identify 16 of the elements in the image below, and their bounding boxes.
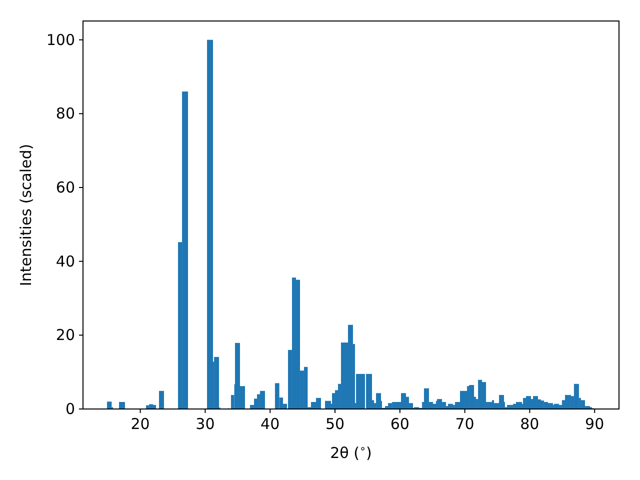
x-tick-label: 30 xyxy=(196,415,215,433)
x-tick-label: 80 xyxy=(520,415,540,433)
x-tick-label: 20 xyxy=(130,415,150,433)
x-tick-label: 50 xyxy=(325,415,345,433)
y-tick-label: 100 xyxy=(46,30,75,49)
y-tick-label: 40 xyxy=(56,252,75,270)
y-tick-label: 60 xyxy=(56,178,75,196)
y-tick-label: 20 xyxy=(56,326,75,344)
y-tick-label: 0 xyxy=(65,400,75,418)
y-axis-title: Intensities (scaled) xyxy=(17,144,35,286)
y-tick-label: 80 xyxy=(56,104,75,123)
x-tick-label: 40 xyxy=(260,415,280,433)
x-axis-title: 2θ ($^{∘}$) xyxy=(330,443,372,462)
x-tick-label: 60 xyxy=(390,415,410,433)
x-tick-label: 70 xyxy=(455,415,474,433)
x-tick-label: 90 xyxy=(585,415,604,433)
